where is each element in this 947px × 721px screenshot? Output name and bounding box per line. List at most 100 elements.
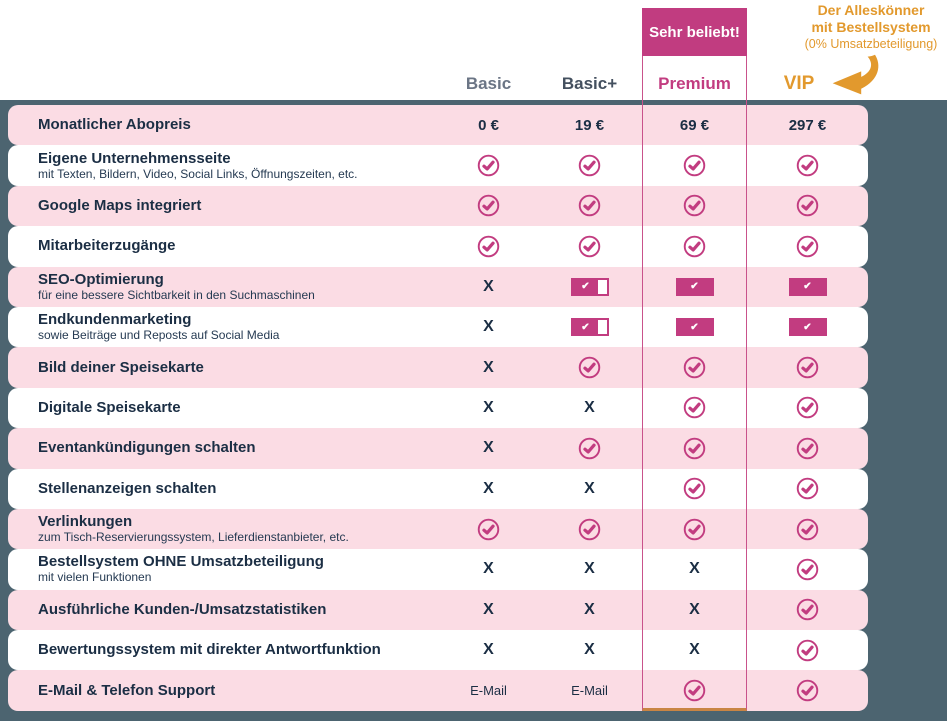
- plan-value-cell: [747, 639, 868, 662]
- plan-value-cell: X: [440, 480, 537, 498]
- table-row: Ausführliche Kunden-/Umsatzstatistiken X X…: [8, 589, 868, 631]
- plan-value-cell: [747, 154, 868, 177]
- feature-cell: Bestellsystem OHNE Umsatzbeteiligung mit …: [8, 554, 440, 584]
- plan-value-cell: [642, 679, 747, 702]
- x-icon: X: [483, 398, 494, 416]
- table-row: Stellenanzeigen schalten X X: [8, 468, 868, 509]
- feature-cell: Google Maps integriert: [8, 196, 440, 214]
- annotation-line: (0% Umsatzbeteiligung): [804, 37, 938, 51]
- plan-value-cell: X: [537, 601, 642, 619]
- feature-title: Eigene Unternehmensseite: [38, 149, 231, 167]
- table-row: Eventankündigungen schalten X: [8, 428, 868, 469]
- check-circle-icon: [683, 518, 706, 540]
- plan-value-cell: ✔: [537, 318, 642, 337]
- x-icon: X: [689, 560, 700, 578]
- feature-title: Digitale Speisekarte: [38, 398, 181, 416]
- feature-title: Bild deiner Speisekarte: [38, 358, 204, 376]
- feature-subtitle: mit Texten, Bildern, Video, Social Links…: [38, 166, 358, 181]
- plan-value-cell: X: [440, 399, 537, 417]
- feature-title: Google Maps integriert: [38, 196, 202, 214]
- price-value: 69 €: [679, 116, 710, 134]
- x-icon: X: [584, 641, 595, 659]
- feature-title: Bewertungssystem mit direkter Antwortfun…: [38, 641, 381, 659]
- plan-value-cell: [747, 396, 868, 419]
- plan-value-cell: [537, 194, 642, 217]
- x-icon: X: [483, 479, 494, 497]
- plan-value-cell: [537, 437, 642, 460]
- check-circle-icon: [683, 195, 706, 217]
- price-value: 0 €: [478, 116, 499, 134]
- plan-header-basic-plus: Basic+: [561, 74, 618, 93]
- partial-check-icon: ✔: [570, 277, 609, 296]
- check-circle-icon: [796, 679, 819, 702]
- plan-value-cell: [642, 154, 747, 177]
- plan-header-premium: Premium: [658, 74, 731, 93]
- check-circle-icon: [683, 679, 706, 702]
- plan-value-cell: ✔: [747, 277, 868, 296]
- table-row: Google Maps integriert: [8, 185, 868, 227]
- table-row: SEO-Optimierung für eine bessere Sichtbar…: [8, 266, 868, 307]
- plan-header-vip: VIP: [783, 73, 815, 94]
- feature-subtitle: mit vielen Funktionen: [38, 570, 152, 585]
- x-icon: X: [689, 641, 700, 659]
- plan-value-cell: [642, 437, 747, 460]
- plan-value-cell: ✔: [747, 318, 868, 337]
- plan-value-cell: [537, 356, 642, 379]
- plan-value-cell: X: [642, 560, 747, 578]
- plan-value-cell: [537, 235, 642, 258]
- check-circle-icon: [683, 235, 706, 258]
- plan-value-cell: [642, 235, 747, 258]
- check-badge-icon: ✔: [675, 277, 714, 296]
- feature-cell: Stellenanzeigen schalten: [8, 480, 440, 497]
- plan-value-cell: 69 €: [642, 117, 747, 134]
- annotation-line: mit Bestellsystem: [811, 19, 931, 35]
- x-icon: X: [483, 439, 494, 457]
- feature-title: Ausführliche Kunden-/Umsatzstatistiken: [38, 600, 327, 618]
- feature-cell: Ausführliche Kunden-/Umsatzstatistiken: [8, 600, 440, 618]
- table-background: Monatlicher Abopreis 0 € 19 € 69 € 297 € Eige…: [0, 100, 947, 721]
- check-circle-icon: [477, 518, 500, 540]
- feature-title: Bestellsystem OHNE Umsatzbeteiligung: [38, 553, 324, 571]
- feature-subtitle: zum Tisch-Reservierungssystem, Lieferdie…: [38, 530, 349, 545]
- check-circle-icon: [477, 195, 500, 217]
- x-icon: X: [483, 560, 494, 578]
- feature-title: Eventankündigungen schalten: [38, 439, 256, 457]
- feature-title: SEO-Optimierung: [38, 270, 164, 288]
- x-icon: X: [483, 600, 494, 618]
- feature-cell: Mitarbeiterzugänge: [8, 238, 440, 254]
- check-circle-icon: [796, 639, 819, 661]
- plan-value-cell: [747, 558, 868, 581]
- plan-value-cell: X: [440, 359, 537, 377]
- table-row: Verlinkungen zum Tisch-Reservierungssyste…: [8, 508, 868, 550]
- check-circle-icon: [796, 599, 819, 621]
- check-circle-icon: [796, 154, 819, 177]
- plan-value-cell: X: [440, 278, 537, 296]
- check-circle-icon: [578, 154, 601, 177]
- plan-value-cell: 0 €: [440, 117, 537, 134]
- price-value: 19 €: [574, 116, 605, 134]
- feature-cell: E-Mail & Telefon Support: [8, 682, 440, 699]
- feature-title: Verlinkungen: [38, 513, 133, 531]
- table-row: Eigene Unternehmensseite mit Texten, Bild…: [8, 145, 868, 186]
- table-row: Bestellsystem OHNE Umsatzbeteiligung mit …: [8, 549, 868, 590]
- feature-cell: Eventankündigungen schalten: [8, 440, 440, 456]
- plan-value-cell: [440, 154, 537, 177]
- vip-annotation: Der Alleskönner mit Bestellsystem (0% Um…: [795, 2, 947, 52]
- table-row: Bewertungssystem mit direkter Antwortfun…: [8, 630, 868, 671]
- feature-subtitle: sowie Beiträge und Reposts auf Social Me…: [38, 328, 280, 343]
- check-circle-icon: [796, 195, 819, 217]
- plan-value-cell: ✔: [537, 277, 642, 296]
- check-circle-icon: [796, 356, 819, 379]
- plan-value-cell: 19 €: [537, 117, 642, 134]
- x-icon: X: [689, 600, 700, 618]
- check-circle-icon: [683, 356, 706, 379]
- check-circle-icon: [578, 518, 601, 540]
- x-icon: X: [483, 358, 494, 376]
- plan-value-cell: E-Mail: [537, 683, 642, 698]
- plan-value-cell: X: [537, 560, 642, 578]
- plan-value-cell: X: [440, 601, 537, 619]
- plan-value-cell: [747, 356, 868, 379]
- plan-value-cell: [747, 437, 868, 460]
- check-circle-icon: [796, 518, 819, 540]
